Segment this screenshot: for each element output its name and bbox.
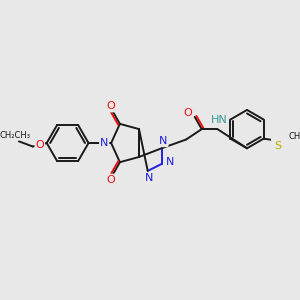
Text: N: N bbox=[159, 136, 168, 146]
Text: CH₃: CH₃ bbox=[288, 132, 300, 141]
Text: N: N bbox=[166, 157, 175, 167]
Text: HN: HN bbox=[211, 116, 227, 125]
Text: O: O bbox=[183, 108, 192, 118]
Text: O: O bbox=[107, 101, 116, 112]
Text: N: N bbox=[145, 173, 154, 183]
Text: O: O bbox=[35, 140, 44, 150]
Text: S: S bbox=[274, 141, 281, 151]
Text: CH₂CH₃: CH₂CH₃ bbox=[0, 131, 31, 140]
Text: O: O bbox=[107, 175, 116, 184]
Text: N: N bbox=[100, 138, 108, 148]
